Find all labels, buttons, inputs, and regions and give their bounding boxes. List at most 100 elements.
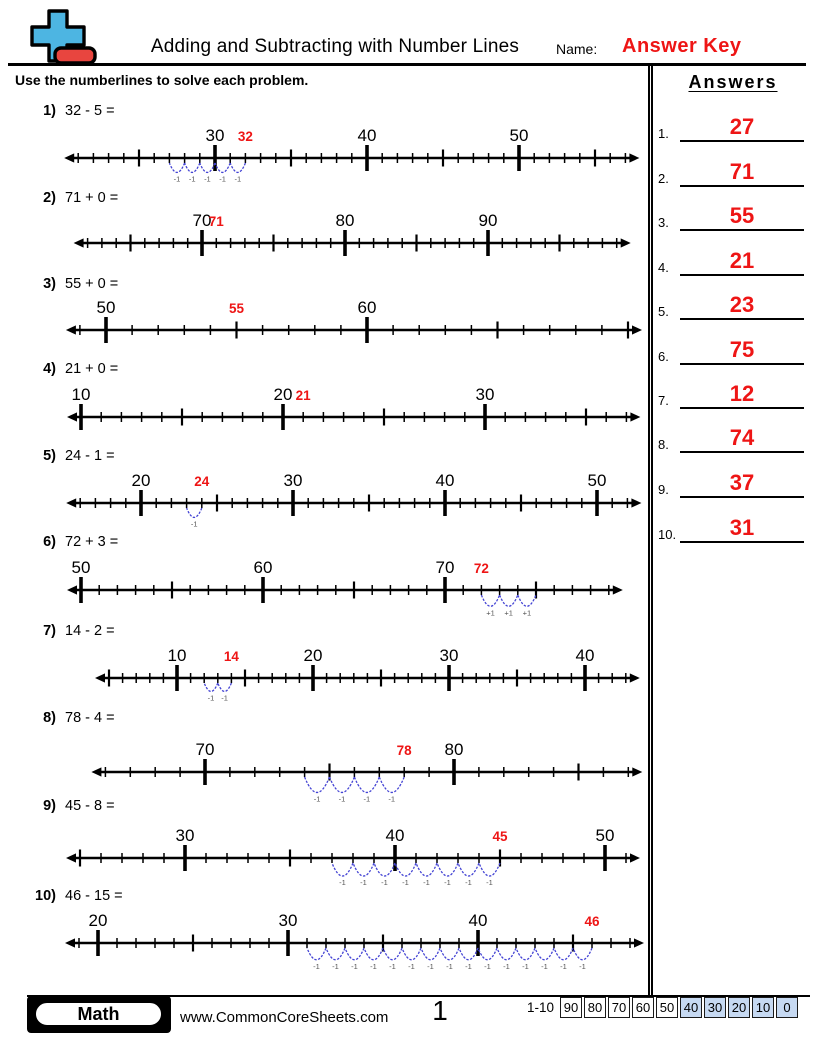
hop-step-label: -1 xyxy=(388,794,395,803)
hop-step-label: -1 xyxy=(314,794,321,803)
current-value-label: 71 xyxy=(209,214,225,229)
hop-step-label: -1 xyxy=(503,962,510,971)
hop-step-label: -1 xyxy=(389,962,396,971)
hop-step-label: -1 xyxy=(204,174,211,183)
left-arrow-icon xyxy=(95,673,105,683)
answer-blank xyxy=(680,140,804,142)
tick-label: 30 xyxy=(176,826,195,845)
tick-marks xyxy=(86,230,618,256)
right-arrow-icon xyxy=(620,238,631,248)
hop-step-label: -1 xyxy=(423,878,430,887)
answer-value: 21 xyxy=(729,248,755,273)
problem-number: 1) xyxy=(43,103,56,119)
answer-value: 31 xyxy=(729,515,755,540)
problem-number: 6) xyxy=(43,534,56,550)
hop-arc xyxy=(373,862,396,877)
hop-step-label: -1 xyxy=(339,794,346,803)
tick-marks xyxy=(77,145,627,171)
current-value-label: 72 xyxy=(474,561,489,576)
tick-marks xyxy=(79,490,629,516)
hop-step-label: -1 xyxy=(486,878,493,887)
score-cell: 40 xyxy=(680,997,702,1018)
problem-expression: 24 - 1 = xyxy=(65,448,115,464)
hop-step-label: -1 xyxy=(208,693,215,702)
hop-step-label: -1 xyxy=(465,962,472,971)
hop-step-label: -1 xyxy=(446,962,453,971)
hop-arc xyxy=(420,947,441,961)
answer-blank xyxy=(680,451,804,453)
answer-blank xyxy=(680,185,804,187)
right-arrow-icon xyxy=(632,767,643,777)
hop-step-label: +1 xyxy=(486,608,495,617)
number-line: 10 20 30 40 14 -1 -1 xyxy=(95,646,640,702)
right-arrow-icon xyxy=(632,325,642,335)
tick-label: 60 xyxy=(254,558,273,577)
left-arrow-icon xyxy=(66,498,77,508)
hop-step-label: +1 xyxy=(504,608,513,617)
minus-icon xyxy=(53,46,97,65)
left-arrow-icon xyxy=(65,938,75,948)
hop-step-label: -1 xyxy=(427,962,434,971)
answer-number: 8. xyxy=(658,437,669,452)
answer-number: 6. xyxy=(658,349,669,364)
answer-row: 10. 31 xyxy=(654,511,810,543)
current-value-label: 14 xyxy=(224,649,240,664)
answer-value: 27 xyxy=(729,114,755,139)
name-label: Name: xyxy=(556,41,598,57)
hop-arc xyxy=(378,776,405,794)
problem-number: 3) xyxy=(43,276,56,292)
number-line: 20 30 40 46 -1 -1 -1 -1 -1 -1 -1 -1 -1 -1 -1 -1 -1 -1 -1 xyxy=(65,911,644,971)
tick-label: 40 xyxy=(358,126,377,145)
current-value-label: 46 xyxy=(584,914,600,929)
tick-label: 40 xyxy=(436,471,455,490)
problem-header: 9) 45 - 8 = xyxy=(28,798,114,814)
subject-label: Math xyxy=(34,1001,163,1027)
hop-arc xyxy=(534,947,555,961)
hop-step-label: -1 xyxy=(234,174,241,183)
answer-number: 10. xyxy=(658,527,677,542)
left-arrow-icon xyxy=(67,585,77,595)
hop-step-label: -1 xyxy=(579,962,586,971)
problem-number: 4) xyxy=(43,361,56,377)
answer-row: 2. 71 xyxy=(654,155,810,187)
answer-number: 4. xyxy=(658,260,669,275)
answer-number: 5. xyxy=(658,304,669,319)
answer-row: 4. 21 xyxy=(654,244,810,276)
hop-arc xyxy=(217,682,233,693)
current-value-label: 32 xyxy=(238,129,253,144)
right-arrow-icon xyxy=(630,853,640,863)
hop-arc xyxy=(185,507,203,519)
problem-header: 6) 72 + 3 = xyxy=(28,534,118,550)
problem-header: 5) 24 - 1 = xyxy=(28,448,115,464)
tick-label: 60 xyxy=(358,298,377,317)
number-line: 70 80 78 -1 -1 -1 -1 xyxy=(91,740,643,803)
right-arrow-icon xyxy=(631,498,642,508)
right-arrow-icon xyxy=(630,412,641,422)
hop-arc xyxy=(303,776,331,794)
hop-arc xyxy=(478,862,501,877)
hop-arc xyxy=(480,594,501,607)
problem-number: 2) xyxy=(43,190,56,206)
answer-number: 9. xyxy=(658,482,669,497)
score-cell: 20 xyxy=(728,997,750,1018)
answer-number: 2. xyxy=(658,171,669,186)
hop-step-label: -1 xyxy=(221,693,228,702)
tick-label: 30 xyxy=(440,646,459,665)
number-line: 20 30 40 50 24 -1 xyxy=(66,471,642,528)
page-title: Adding and Subtracting with Number Lines xyxy=(150,36,520,57)
header-rule xyxy=(8,63,806,66)
tick-marks xyxy=(79,577,610,603)
hop-step-label: -1 xyxy=(332,962,339,971)
hop-step-label: -1 xyxy=(351,962,358,971)
tick-marks xyxy=(78,845,627,871)
current-value-label: 55 xyxy=(229,301,245,316)
hop-step-label: -1 xyxy=(360,878,367,887)
hop-arc xyxy=(352,862,375,877)
problem-expression: 14 - 2 = xyxy=(65,623,115,639)
hop-arc xyxy=(203,682,219,693)
current-value-label: 45 xyxy=(492,829,508,844)
problem-header: 7) 14 - 2 = xyxy=(28,623,115,639)
answer-number: 7. xyxy=(658,393,669,408)
tick-label: 80 xyxy=(445,740,464,759)
answer-number: 1. xyxy=(658,126,669,141)
